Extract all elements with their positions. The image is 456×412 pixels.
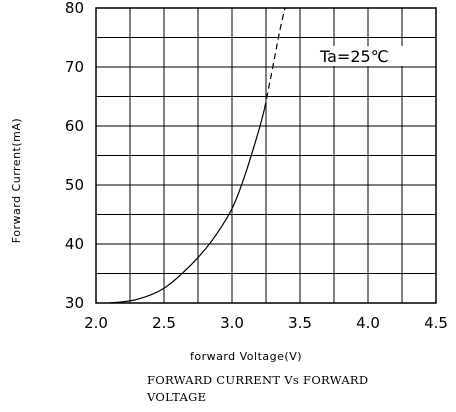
y-tick-label: 50: [65, 176, 84, 194]
x-tick-label: 2.5: [152, 314, 176, 332]
annotation-background: [316, 46, 408, 66]
temperature-annotation: Ta=25℃: [319, 47, 389, 66]
plot-frame: [95, 7, 437, 304]
x-axis-title: forward Voltage(V): [190, 350, 302, 363]
y-tick-label: 80: [65, 0, 84, 17]
chart-caption: FORWARD CURRENT Vs FORWARD VOLTAGE: [147, 373, 369, 404]
x-tick-label: 2.0: [84, 314, 108, 332]
y-axis-title: Forward Current(mA): [10, 118, 23, 243]
y-tick-label: 70: [65, 58, 84, 76]
x-tick-label: 4.0: [356, 314, 380, 332]
y-tick-label: 60: [65, 117, 84, 135]
forward-current-curve: [109, 108, 266, 304]
y-tick-label: 30: [65, 294, 84, 312]
y-tick-label: 40: [65, 235, 84, 253]
forward-current-curve-extrapolated: [264, 7, 286, 109]
x-tick-label: 3.0: [220, 314, 244, 332]
x-tick-label: 3.5: [288, 314, 312, 332]
x-tick-label: 4.5: [424, 314, 448, 332]
